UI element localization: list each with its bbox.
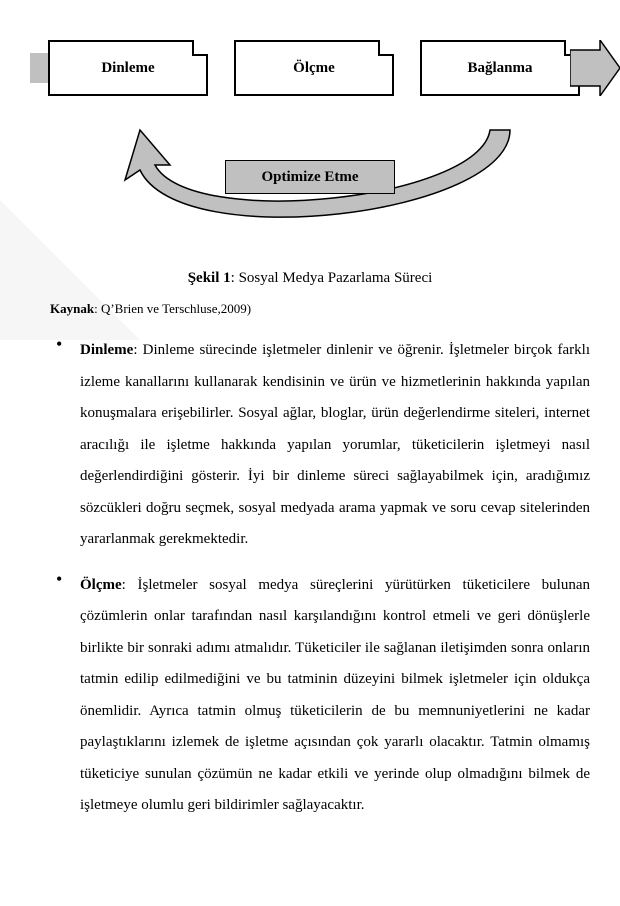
flow-box-olcme: Ölçme [234,40,394,96]
list-item: Ölçme: İşletmeler sosyal medya süreçleri… [80,570,590,822]
caption-text: Sosyal Medya Pazarlama Süreci [239,270,433,286]
box-notch [378,40,394,56]
flow-box-label: Bağlanma [467,60,532,77]
source-label: Kaynak [50,301,94,316]
source-text: Q’Brien ve Terschluse,2009) [101,301,251,316]
caption-label: Şekil 1 [188,270,231,286]
flow-start-stub [30,53,48,83]
list-item: Dinleme: Dinleme sürecinde işletmeler di… [80,335,590,556]
bullet-text: : Dinleme sürecinde işletmeler dinlenir … [80,342,590,547]
flow-box-baglanma: Bağlanma [420,40,580,96]
figure-caption: Şekil 1: Sosyal Medya Pazarlama Süreci [30,270,590,287]
bullet-para: Dinleme: Dinleme sürecinde işletmeler di… [80,335,590,556]
optimize-label: Optimize Etme [261,169,358,186]
process-diagram: Dinleme Ölçme Bağlanma Optimize Etme [30,30,590,250]
bullet-list: Dinleme: Dinleme sürecinde işletmeler di… [30,335,590,822]
caption-sep: : [231,270,239,286]
flow-box-label: Ölçme [293,60,335,77]
figure-source: Kaynak: Q’Brien ve Terschluse,2009) [50,301,590,317]
bullet-term: Dinleme [80,342,133,358]
flow-box-dinleme: Dinleme [48,40,208,96]
bullet-term: Ölçme [80,577,122,593]
bullet-text: : İşletmeler sosyal medya süreçlerini yü… [80,577,590,814]
flow-box-label: Dinleme [101,60,154,77]
optimize-box: Optimize Etme [225,160,395,194]
box-notch [192,40,208,56]
bullet-para: Ölçme: İşletmeler sosyal medya süreçleri… [80,570,590,822]
output-arrow-icon [570,40,620,96]
source-sep: : [94,301,101,316]
flow-row: Dinleme Ölçme Bağlanma [30,40,590,96]
